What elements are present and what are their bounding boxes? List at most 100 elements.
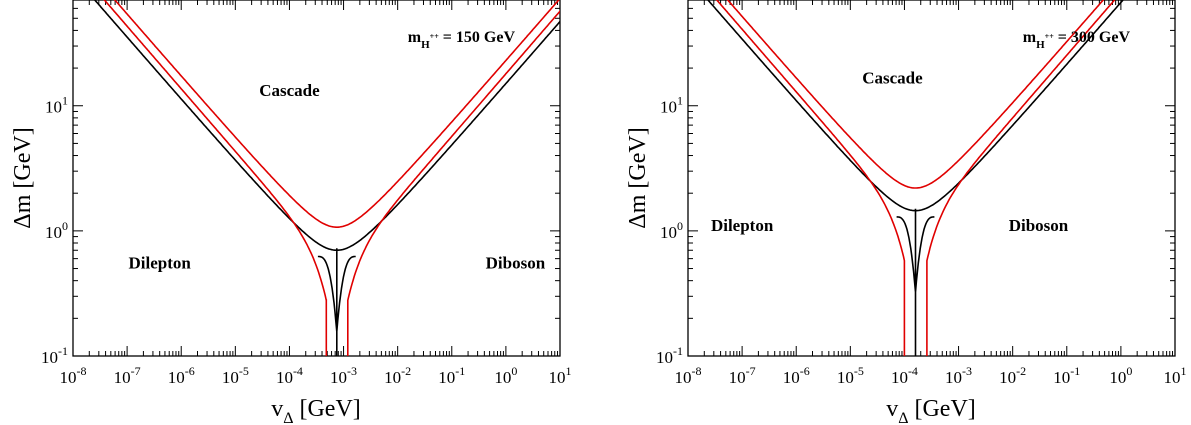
x-tick-label: 10-2 — [384, 364, 411, 387]
x-tick-label-base: 10 — [114, 368, 131, 387]
x-tick-label-exp: -8 — [77, 364, 87, 378]
x-tick-label-base: 10 — [549, 368, 566, 387]
x-tick-label-base: 10 — [783, 368, 800, 387]
x-axis-label: vΔ [GeV] — [886, 396, 976, 425]
plot-frame — [687, 0, 1176, 357]
region-label: Cascade — [259, 81, 320, 100]
x-tick-label-base: 10 — [837, 368, 854, 387]
x-tick-label: 10-3 — [330, 364, 357, 387]
x-tick-label-base: 10 — [1164, 368, 1181, 387]
y-tick-label-base: 10 — [45, 98, 62, 117]
x-tick-label-exp: 1 — [1181, 364, 1187, 378]
series-line-upper — [113, 0, 560, 228]
chart-panel-2: 10-8 10-7 10-6 10-5 10-4 10-3 10-2 10-1 100 10110… — [625, 0, 1187, 425]
mass-annotation: mH++ = 150 GeV — [408, 29, 516, 51]
y-tick-label-exp: 1 — [677, 94, 683, 108]
x-tick-label: 10-4 — [276, 364, 303, 387]
x-tick-label: 10-8 — [675, 364, 702, 387]
y-tick-label: 100 — [660, 219, 683, 242]
mass-annotation-sup: ++ — [430, 32, 440, 41]
mass-annotation-main: m — [408, 29, 422, 46]
x-tick-label-base: 10 — [1109, 368, 1126, 387]
y-tick-label-exp: 1 — [62, 94, 68, 108]
x-tick-label-exp: -3 — [347, 364, 357, 378]
y-tick-label-base: 10 — [660, 223, 677, 242]
x-tick-label: 10-8 — [60, 364, 87, 387]
x-tick-label-exp: -6 — [800, 364, 810, 378]
y-tick-label-exp: 0 — [677, 219, 683, 233]
mass-annotation-rest: = 300 GeV — [1054, 29, 1131, 46]
x-tick-label-exp: -1 — [455, 364, 465, 378]
x-tick-label-base: 10 — [60, 368, 77, 387]
x-axis-label-main: v — [271, 396, 283, 422]
mass-annotation-sub: H — [421, 39, 430, 51]
y-tick-label: 101 — [45, 94, 68, 117]
region-label: Dilepton — [129, 254, 192, 273]
region-label: Dilepton — [711, 216, 774, 235]
x-axis-label-rest: [GeV] — [293, 396, 360, 422]
y-tick-label-base: 10 — [45, 223, 62, 242]
x-tick-label: 10-7 — [114, 364, 141, 387]
mass-annotation-rest: = 150 GeV — [439, 29, 516, 46]
y-tick-label-exp: 0 — [62, 219, 68, 233]
mass-annotation: mH++ = 300 GeV — [1023, 29, 1131, 51]
x-tick-label-exp: 1 — [566, 364, 572, 378]
x-tick-label-base: 10 — [945, 368, 962, 387]
region-label: Diboson — [1009, 216, 1069, 235]
x-tick-label-base: 10 — [168, 368, 185, 387]
x-tick-label-exp: -7 — [131, 364, 141, 378]
y-axis-label: Δm [GeV] — [625, 127, 651, 228]
x-tick-label: 10-1 — [438, 364, 465, 387]
x-tick-label-base: 10 — [222, 368, 239, 387]
series-line-upper — [726, 0, 1105, 189]
y-axis-label: Δm [GeV] — [10, 127, 36, 228]
x-tick-label-base: 10 — [384, 368, 401, 387]
x-tick-label-exp: -3 — [962, 364, 972, 378]
x-tick-label-exp: -2 — [1016, 364, 1026, 378]
mass-annotation-main: m — [1023, 29, 1037, 46]
x-axis-label-rest: [GeV] — [908, 396, 975, 422]
curves — [93, 0, 560, 356]
x-tick-label-exp: -4 — [908, 364, 918, 378]
x-tick-label-exp: -6 — [185, 364, 195, 378]
y-tick-label: 10-1 — [656, 344, 683, 367]
x-tick-label-base: 10 — [276, 368, 293, 387]
x-tick-label: 100 — [1109, 364, 1132, 387]
x-tick-label: 101 — [1164, 364, 1187, 387]
x-tick-label-exp: -8 — [692, 364, 702, 378]
x-tick-label-exp: -1 — [1070, 364, 1080, 378]
x-tick-label: 10-2 — [999, 364, 1026, 387]
x-tick-label: 10-1 — [1053, 364, 1080, 387]
y-tick-label-exp: -1 — [673, 344, 683, 358]
x-tick-label-exp: -2 — [401, 364, 411, 378]
y-tick-label: 101 — [660, 94, 683, 117]
x-tick-label-base: 10 — [438, 368, 455, 387]
x-tick-label: 10-5 — [222, 364, 249, 387]
x-tick-label-exp: 0 — [1126, 364, 1132, 378]
x-tick-label-exp: -5 — [854, 364, 864, 378]
x-tick-label-base: 10 — [330, 368, 347, 387]
x-tick-label-base: 10 — [999, 368, 1016, 387]
x-tick-label: 100 — [494, 364, 517, 387]
x-tick-label-exp: -4 — [293, 364, 303, 378]
x-tick-label-exp: 0 — [511, 364, 517, 378]
curves — [706, 0, 1125, 356]
plot-frame — [72, 0, 561, 357]
y-tick-label-base: 10 — [656, 348, 673, 367]
x-tick-label: 10-3 — [945, 364, 972, 387]
mass-annotation-sup: ++ — [1045, 32, 1055, 41]
x-tick-label-base: 10 — [1053, 368, 1070, 387]
x-tick-label: 10-6 — [168, 364, 195, 387]
x-tick-label: 10-6 — [783, 364, 810, 387]
x-tick-label-exp: -5 — [239, 364, 249, 378]
x-tick-label-base: 10 — [494, 368, 511, 387]
x-tick-label: 10-4 — [891, 364, 918, 387]
y-tick-label: 100 — [45, 219, 68, 242]
y-tick-label-base: 10 — [41, 348, 58, 367]
x-axis-label-sub: Δ — [898, 410, 908, 425]
y-tick-label-base: 10 — [660, 98, 677, 117]
chart-panel-1: 10-8 10-7 10-6 10-5 10-4 10-3 10-2 10-1 100 10110… — [10, 0, 572, 425]
x-axis-label-main: v — [886, 396, 898, 422]
x-tick-label-base: 10 — [729, 368, 746, 387]
